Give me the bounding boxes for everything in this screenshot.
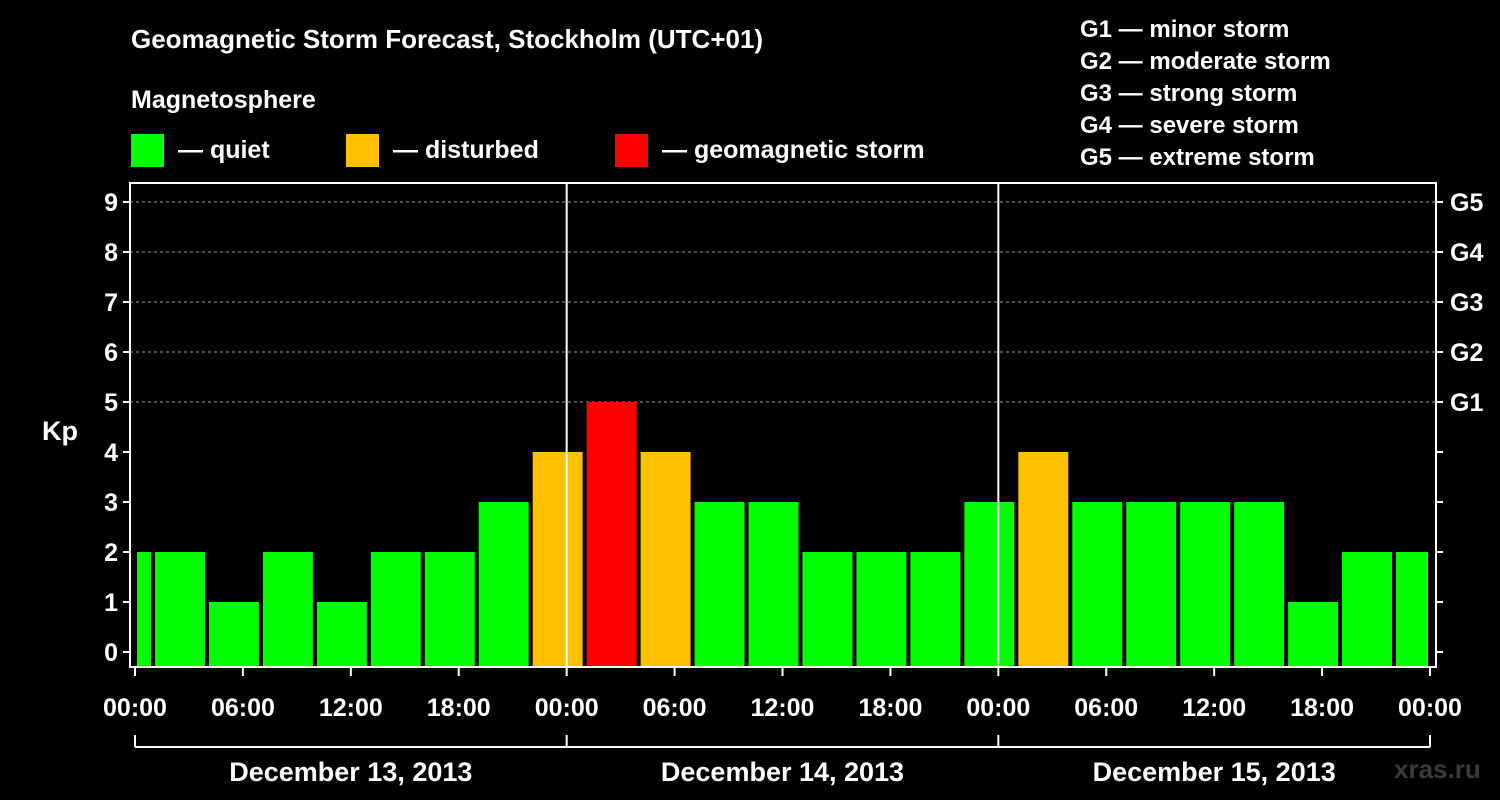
bar-18 <box>1072 502 1123 667</box>
x-tick-label-11: 18:00 <box>1290 694 1354 722</box>
bar-20 <box>1180 502 1231 667</box>
bar-24 <box>1396 552 1428 667</box>
storm-level-g2: G2 — moderate storm <box>1080 48 1331 75</box>
bar-11 <box>694 502 745 667</box>
x-tick-label-12: 00:00 <box>1398 694 1462 722</box>
y-axis-label: Kp <box>42 416 78 446</box>
bar-2 <box>208 602 259 667</box>
y-tick-label-8: 8 <box>104 239 118 267</box>
g-level-label-g3: G3 <box>1450 289 1483 317</box>
legend-label-quiet: — quiet <box>178 136 270 164</box>
legend-item-disturbed: — disturbed <box>346 134 539 167</box>
bar-10 <box>640 452 691 667</box>
x-tick-label-10: 12:00 <box>1182 694 1246 722</box>
bar-12 <box>748 502 799 667</box>
x-tick-label-5: 06:00 <box>643 694 707 722</box>
legend-label-disturbed: — disturbed <box>393 136 539 164</box>
day-label-0: December 13, 2013 <box>229 757 472 787</box>
x-tick-label-6: 12:00 <box>751 694 815 722</box>
x-tick-label-2: 12:00 <box>319 694 383 722</box>
bar-17 <box>1018 452 1069 667</box>
legend-swatch-quiet <box>131 134 164 167</box>
bar-19 <box>1126 502 1177 667</box>
bar-16 <box>964 502 1015 667</box>
legend-item-storm: — geomagnetic storm <box>615 134 925 167</box>
legend-label-storm: — geomagnetic storm <box>662 136 925 164</box>
y-tick-label-6: 6 <box>104 339 118 367</box>
legend-swatch-disturbed <box>346 134 379 167</box>
x-tick-label-8: 00:00 <box>966 694 1030 722</box>
day-label-1: December 14, 2013 <box>661 757 904 787</box>
bar-7 <box>478 502 529 667</box>
y-tick-label-9: 9 <box>104 189 118 217</box>
legend-item-quiet: — quiet <box>131 134 270 167</box>
bar-13 <box>802 552 853 667</box>
bar-6 <box>424 552 475 667</box>
bar-3 <box>262 552 313 667</box>
storm-level-g1: G1 — minor storm <box>1080 16 1290 43</box>
x-tick-label-0: 00:00 <box>103 694 167 722</box>
storm-level-g4: G4 — severe storm <box>1080 112 1299 139</box>
g-level-label-g2: G2 <box>1450 339 1483 367</box>
bar-23 <box>1342 552 1393 667</box>
chart-title: Geomagnetic Storm Forecast, Stockholm (U… <box>131 24 764 54</box>
bar-4 <box>316 602 367 667</box>
g-level-label-g4: G4 <box>1450 239 1483 267</box>
y-tick-label-0: 0 <box>104 639 118 667</box>
day-label-2: December 15, 2013 <box>1093 757 1336 787</box>
x-tick-label-1: 06:00 <box>211 694 275 722</box>
y-tick-label-1: 1 <box>104 589 118 617</box>
bar-21 <box>1234 502 1285 667</box>
x-tick-label-9: 06:00 <box>1074 694 1138 722</box>
x-tick-label-7: 18:00 <box>858 694 922 722</box>
storm-level-g3: G3 — strong storm <box>1080 80 1298 107</box>
x-tick-label-4: 00:00 <box>535 694 599 722</box>
bar-9 <box>586 402 637 667</box>
bar-15 <box>910 552 961 667</box>
g-level-label-g1: G1 <box>1450 389 1483 417</box>
bar-14 <box>856 552 907 667</box>
y-tick-label-2: 2 <box>104 539 118 567</box>
bar-5 <box>370 552 421 667</box>
bar-22 <box>1288 602 1339 667</box>
bar-0 <box>137 552 151 667</box>
storm-level-g5: G5 — extreme storm <box>1080 144 1315 171</box>
legend-swatch-storm <box>615 134 648 167</box>
y-tick-label-7: 7 <box>104 289 118 317</box>
y-tick-label-4: 4 <box>104 439 118 467</box>
y-tick-label-5: 5 <box>104 389 118 417</box>
watermark: xras.ru <box>1394 754 1481 784</box>
y-tick-label-3: 3 <box>104 489 118 517</box>
g-level-label-g5: G5 <box>1450 189 1483 217</box>
bar-1 <box>154 552 205 667</box>
bar-8 <box>532 452 583 667</box>
x-tick-label-3: 18:00 <box>427 694 491 722</box>
storm-level-list: G1 — minor storm G2 — moderate storm G3 … <box>1080 14 1331 174</box>
magnetosphere-label: Magnetosphere <box>131 86 316 114</box>
